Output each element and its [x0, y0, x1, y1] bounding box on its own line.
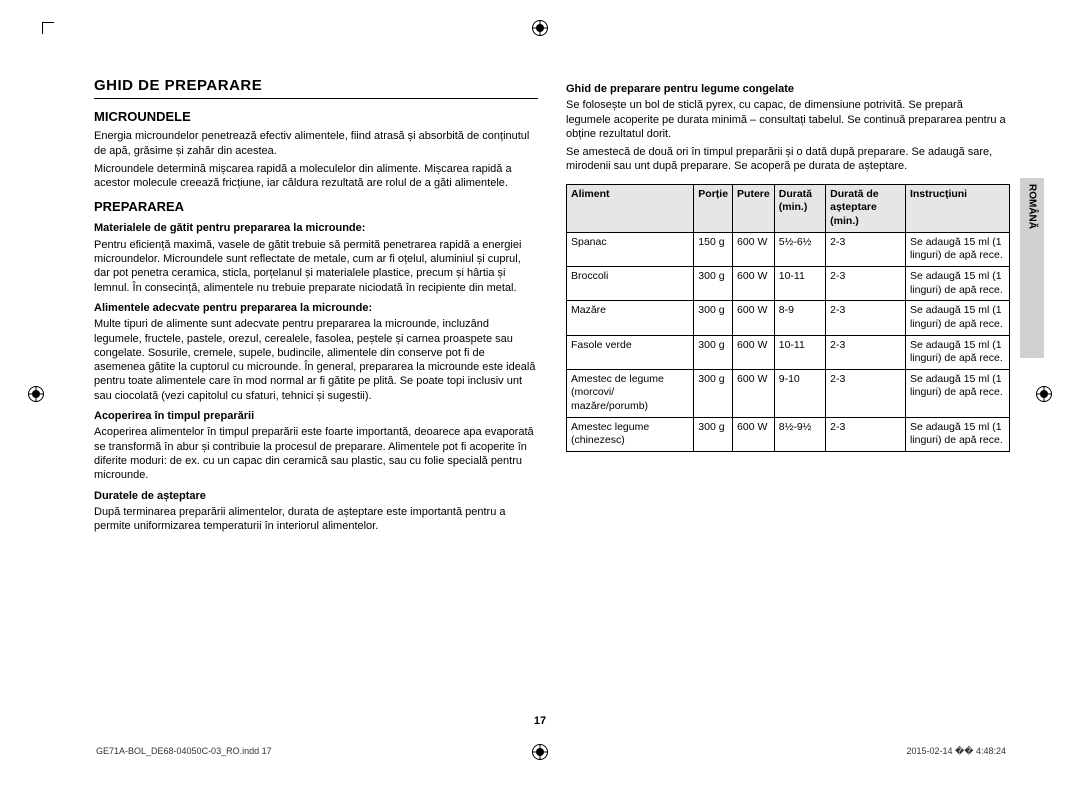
table-header-row: Aliment Porție Putere Durată (min.) Dura… — [567, 184, 1010, 232]
table-row: Fasole verde300 g600 W10-112-3Se adaugă … — [567, 335, 1010, 369]
th-instructiuni: Instrucțiuni — [905, 184, 1009, 232]
main-title: GHID DE PREPARARE — [94, 76, 538, 99]
table-cell: Se adaugă 15 ml (1 linguri) de apă rece. — [905, 369, 1009, 417]
subheading-materials: Materialele de gătit pentru prepararea l… — [94, 221, 538, 235]
right-column: Ghid de preparare pentru legume congelat… — [566, 76, 1010, 537]
table-cell: Se adaugă 15 ml (1 linguri) de apă rece. — [905, 335, 1009, 369]
page-number: 17 — [534, 714, 546, 728]
table-cell: Se adaugă 15 ml (1 linguri) de apă rece. — [905, 417, 1009, 451]
paragraph: Microundele determină mișcarea rapidă a … — [94, 162, 538, 191]
table-cell: 600 W — [733, 301, 775, 335]
paragraph: Acoperirea alimentelor în timpul prepară… — [94, 425, 538, 482]
th-asteptare: Durată de așteptare (min.) — [826, 184, 906, 232]
registration-mark-top — [532, 20, 548, 36]
registration-mark-right — [1036, 386, 1052, 402]
table-cell: 150 g — [694, 232, 733, 266]
page-content: GHID DE PREPARARE MICROUNDELE Energia mi… — [94, 76, 1010, 537]
table-cell: 600 W — [733, 417, 775, 451]
paragraph: Energia microundelor penetrează efectiv … — [94, 129, 538, 158]
table-cell: Se adaugă 15 ml (1 linguri) de apă rece. — [905, 301, 1009, 335]
table-cell: Spanac — [567, 232, 694, 266]
table-row: Broccoli300 g600 W10-112-3Se adaugă 15 m… — [567, 266, 1010, 300]
section-prepararea-title: PREPARAREA — [94, 199, 538, 216]
table-cell: Broccoli — [567, 266, 694, 300]
registration-mark-left — [28, 386, 44, 402]
left-column: GHID DE PREPARARE MICROUNDELE Energia mi… — [94, 76, 538, 537]
table-cell: 2-3 — [826, 417, 906, 451]
table-cell: 8½-9½ — [774, 417, 825, 451]
table-cell: 9-10 — [774, 369, 825, 417]
table-cell: 8-9 — [774, 301, 825, 335]
table-cell: 2-3 — [826, 301, 906, 335]
subheading-foods: Alimentele adecvate pentru prepararea la… — [94, 301, 538, 315]
footer-filename: GE71A-BOL_DE68-04050C-03_RO.indd 17 — [96, 746, 272, 758]
table-cell: Se adaugă 15 ml (1 linguri) de apă rece. — [905, 266, 1009, 300]
subheading-covering: Acoperirea în timpul preparării — [94, 409, 538, 423]
table-cell: 300 g — [694, 335, 733, 369]
paragraph: Pentru eficiență maximă, vasele de gătit… — [94, 238, 538, 295]
paragraph: Se folosește un bol de sticlă pyrex, cu … — [566, 98, 1010, 141]
table-row: Amestec de legume (morcovi/ mazăre/porum… — [567, 369, 1010, 417]
table-cell: Fasole verde — [567, 335, 694, 369]
table-cell: Mazăre — [567, 301, 694, 335]
th-aliment: Aliment — [567, 184, 694, 232]
table-cell: 300 g — [694, 417, 733, 451]
th-putere: Putere — [733, 184, 775, 232]
table-cell: 10-11 — [774, 335, 825, 369]
table-cell: 2-3 — [826, 266, 906, 300]
th-durata: Durată (min.) — [774, 184, 825, 232]
table-cell: 600 W — [733, 369, 775, 417]
crop-mark — [42, 22, 54, 34]
subheading-standing: Duratele de așteptare — [94, 489, 538, 503]
registration-mark-bottom — [532, 744, 548, 760]
table-cell: 2-3 — [826, 369, 906, 417]
frozen-veg-heading: Ghid de preparare pentru legume congelat… — [566, 82, 1010, 96]
table-row: Amestec legume (chinezesc)300 g600 W8½-9… — [567, 417, 1010, 451]
section-microundele-title: MICROUNDELE — [94, 109, 538, 126]
table-row: Spanac150 g600 W5½-6½2-3Se adaugă 15 ml … — [567, 232, 1010, 266]
table-cell: 600 W — [733, 266, 775, 300]
table-cell: 300 g — [694, 266, 733, 300]
table-row: Mazăre300 g600 W8-92-3Se adaugă 15 ml (1… — [567, 301, 1010, 335]
veg-table: Aliment Porție Putere Durată (min.) Dura… — [566, 184, 1010, 452]
table-cell: 300 g — [694, 369, 733, 417]
table-cell: 600 W — [733, 232, 775, 266]
table-cell: 5½-6½ — [774, 232, 825, 266]
table-cell: 2-3 — [826, 335, 906, 369]
table-cell: 2-3 — [826, 232, 906, 266]
th-portie: Porție — [694, 184, 733, 232]
table-cell: 10-11 — [774, 266, 825, 300]
table-cell: Se adaugă 15 ml (1 linguri) de apă rece. — [905, 232, 1009, 266]
paragraph: După terminarea preparării alimentelor, … — [94, 505, 538, 534]
footer-timestamp: 2015-02-14 �� 4:48:24 — [906, 746, 1006, 758]
language-tab: ROMÂNĂ — [1020, 178, 1044, 358]
paragraph: Multe tipuri de alimente sunt adecvate p… — [94, 317, 538, 403]
table-cell: 300 g — [694, 301, 733, 335]
paragraph: Se amestecă de două ori în timpul prepar… — [566, 145, 1010, 174]
table-cell: 600 W — [733, 335, 775, 369]
table-cell: Amestec legume (chinezesc) — [567, 417, 694, 451]
table-cell: Amestec de legume (morcovi/ mazăre/porum… — [567, 369, 694, 417]
